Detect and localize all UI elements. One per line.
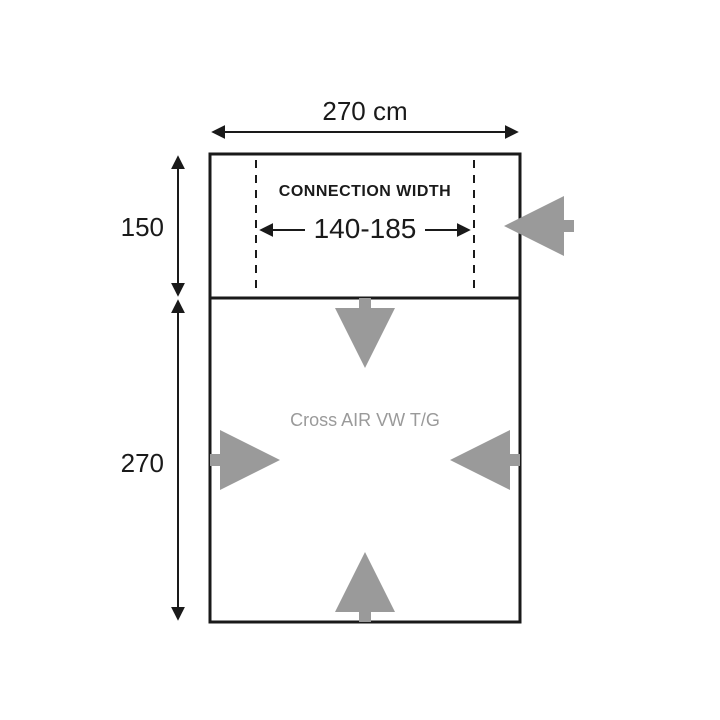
connection-width-label: CONNECTION WIDTH [279, 183, 451, 200]
product-label: Cross AIR VW T/G [290, 410, 440, 430]
connection-width-value: 140-185 [314, 213, 417, 244]
dimension-diagram: 270 cm 150 270 CONNECTION WIDTH 140-185 … [0, 0, 720, 720]
dim-left-upper-label: 150 [121, 212, 164, 242]
dim-left-lower-label: 270 [121, 448, 164, 478]
dim-top-label: 270 cm [322, 96, 407, 126]
